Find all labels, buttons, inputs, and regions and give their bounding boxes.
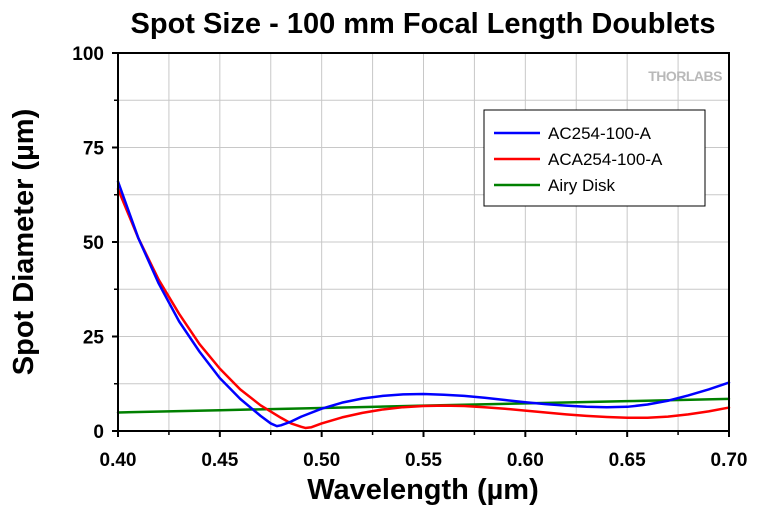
x-tick-labels: 0.40 0.45 0.50 0.55 0.60 0.65 0.70 [100,450,748,471]
y-tick-label: 0 [93,422,104,443]
legend: AC254-100-A ACA254-100-A Airy Disk [483,109,706,207]
legend-label: Airy Disk [548,176,616,195]
legend-label: AC254-100-A [548,124,652,143]
y-tick-label: 25 [83,328,105,349]
x-tick-label: 0.55 [405,450,442,471]
thorlabs-watermark: THORLABS [648,68,722,84]
y-tick-label: 50 [83,233,104,254]
y-tick-label: 100 [72,44,104,65]
legend-label: ACA254-100-A [548,150,663,169]
chart-title: Spot Size - 100 mm Focal Length Doublets [131,8,716,40]
x-tick-label: 0.70 [711,450,748,471]
x-tick-label: 0.65 [609,450,646,471]
series-line-ac254-100-a [116,180,731,428]
series-line-aca254-100-a [116,187,731,430]
y-axis-title: Spot Diameter (µm) [8,109,40,375]
axis-ticks [112,52,730,437]
y-tick-label: 75 [83,139,105,160]
x-tick-label: 0.50 [303,450,340,471]
x-axis-title: Wavelength (µm) [307,474,539,506]
series-lines [116,180,731,430]
y-tick-labels: 0 25 50 75 100 [72,44,104,443]
x-tick-label: 0.40 [100,450,137,471]
x-tick-label: 0.45 [201,450,238,471]
x-tick-label: 0.60 [507,450,544,471]
